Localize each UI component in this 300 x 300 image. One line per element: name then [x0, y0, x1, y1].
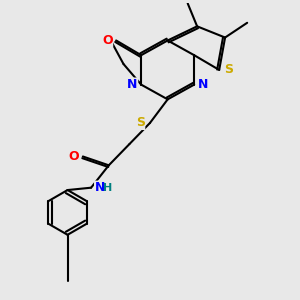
- Text: O: O: [69, 150, 79, 163]
- Text: O: O: [102, 34, 112, 47]
- Text: N: N: [127, 78, 138, 91]
- Text: S: S: [224, 63, 233, 76]
- Text: N: N: [198, 78, 208, 91]
- Text: N: N: [94, 181, 105, 194]
- Text: S: S: [136, 116, 145, 129]
- Text: H: H: [103, 183, 113, 193]
